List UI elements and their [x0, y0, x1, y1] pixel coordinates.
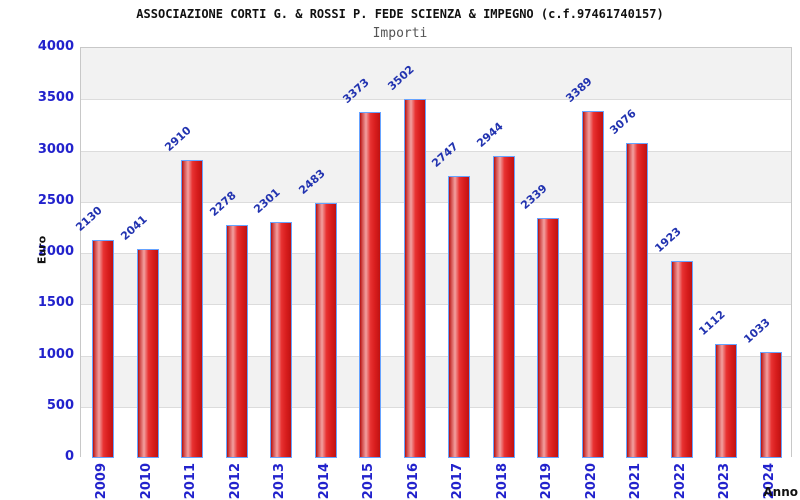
- bar-2021: [626, 142, 649, 458]
- x-tick-label: 2018: [494, 463, 510, 500]
- bar-2014: [314, 203, 337, 458]
- x-tick-label: 2019: [539, 463, 555, 500]
- x-tick-label: 2014: [316, 463, 332, 500]
- bar-2022: [670, 260, 693, 458]
- gridline: [81, 150, 791, 152]
- bar-2011: [181, 159, 204, 458]
- bar-2024: [759, 352, 782, 458]
- gridline: [81, 99, 791, 101]
- x-tick-label: 2013: [272, 463, 288, 500]
- bar-2018: [492, 156, 515, 458]
- y-tick-label: 2500: [37, 192, 74, 208]
- y-tick-label: 2000: [37, 244, 74, 259]
- x-tick-label: 2020: [583, 463, 599, 500]
- plot-area: [80, 47, 792, 458]
- gridline: [81, 355, 791, 357]
- x-tick-label: 2023: [717, 463, 733, 500]
- x-tick-label: 2017: [450, 463, 466, 500]
- x-tick-label: 2012: [227, 463, 243, 500]
- gridline: [81, 201, 791, 203]
- plot-band: [81, 48, 791, 100]
- chart-subtitle: Importi: [372, 26, 428, 41]
- bar-2017: [448, 176, 471, 458]
- bar-2019: [537, 218, 560, 458]
- y-tick-label: 3500: [37, 90, 74, 106]
- x-tick-label: 2015: [361, 463, 377, 500]
- x-tick-label: 2022: [672, 463, 688, 500]
- chart-title: ASSOCIAZIONE CORTI G. & ROSSI P. FEDE SC…: [136, 7, 664, 21]
- plot-band: [81, 99, 791, 151]
- x-tick-label: 2011: [183, 463, 199, 500]
- x-axis-title: Anno: [763, 485, 798, 499]
- bar-2009: [92, 239, 115, 458]
- y-tick-label: 3000: [37, 141, 74, 157]
- x-tick-label: 2016: [405, 463, 421, 500]
- y-tick-label: 1500: [37, 295, 74, 311]
- y-tick-label: 1000: [37, 346, 74, 362]
- x-tick-label: 2010: [138, 463, 154, 500]
- gridline: [81, 304, 791, 306]
- bar-2013: [270, 222, 293, 458]
- bar-2020: [581, 110, 604, 458]
- bar-2015: [359, 112, 382, 458]
- bar-2016: [403, 99, 426, 458]
- bar-2012: [225, 224, 248, 458]
- bar-2010: [136, 248, 159, 458]
- y-tick-label: 4000: [37, 39, 74, 54]
- x-tick-label: 2009: [94, 463, 110, 500]
- y-tick-label: 0: [64, 449, 74, 464]
- gridline: [81, 406, 791, 408]
- x-tick-label: 2021: [628, 463, 644, 500]
- gridline: [81, 253, 791, 254]
- y-axis-title: Euro: [35, 235, 49, 265]
- y-tick-label: 500: [46, 397, 74, 413]
- bar-2023: [715, 344, 738, 458]
